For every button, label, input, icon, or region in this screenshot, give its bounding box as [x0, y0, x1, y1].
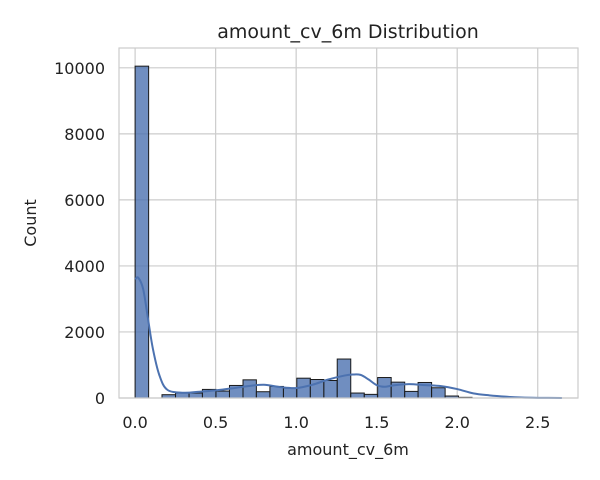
- y-axis-label: Count: [21, 199, 40, 247]
- x-tick-label: 2.0: [444, 413, 469, 432]
- x-tick-labels: 0.0 0.5 1.0 1.5 2.0 2.5: [122, 413, 550, 432]
- y-tick-label: 6000: [64, 191, 105, 210]
- gridlines: [119, 48, 578, 399]
- histogram-bar: [282, 387, 298, 399]
- y-tick-label: 8000: [64, 125, 105, 144]
- histogram-bar: [323, 380, 338, 399]
- y-tick-label: 4000: [64, 257, 105, 276]
- y-tick-label: 2000: [64, 323, 105, 342]
- x-tick-label: 1.5: [364, 413, 389, 432]
- histogram-bar: [404, 390, 419, 399]
- x-tick-label: 0.0: [122, 413, 147, 432]
- y-tick-labels: 0 2000 4000 6000 8000 10000: [54, 59, 105, 408]
- histogram-bar: [431, 387, 446, 399]
- x-tick-label: 1.0: [283, 413, 308, 432]
- histogram-bar: [175, 392, 190, 399]
- histogram-bar: [134, 65, 150, 399]
- y-tick-label: 10000: [54, 59, 105, 78]
- plot-frame: [118, 47, 579, 399]
- histogram-bars: [134, 65, 473, 399]
- histogram-bar: [255, 391, 271, 399]
- x-axis-label: amount_cv_6m: [287, 440, 409, 460]
- histogram-bar: [242, 379, 257, 399]
- kde-line: [134, 276, 562, 399]
- kde-curve: [134, 276, 562, 399]
- chart-title: amount_cv_6m Distribution: [217, 21, 478, 43]
- x-tick-label: 2.5: [525, 413, 550, 432]
- histogram-bar: [188, 392, 203, 399]
- histogram-bar: [215, 390, 230, 399]
- histogram-bar: [350, 392, 365, 399]
- x-tick-label: 0.5: [203, 413, 228, 432]
- y-tick-label: 0: [95, 389, 105, 408]
- histogram-bar: [336, 358, 352, 399]
